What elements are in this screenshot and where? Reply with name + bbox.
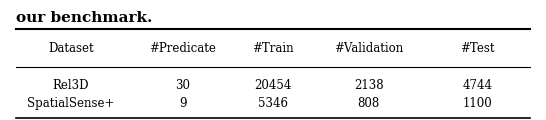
Text: Dataset: Dataset <box>48 42 94 54</box>
Text: #Test: #Test <box>460 42 495 54</box>
Text: SpatialSense+: SpatialSense+ <box>27 97 115 110</box>
Text: Rel3D: Rel3D <box>53 79 89 92</box>
Text: #Predicate: #Predicate <box>150 42 216 54</box>
Text: 9: 9 <box>179 97 187 110</box>
Text: 1100: 1100 <box>463 97 492 110</box>
Text: #Train: #Train <box>252 42 294 54</box>
Text: 2138: 2138 <box>354 79 383 92</box>
Text: 30: 30 <box>175 79 191 92</box>
Text: 5346: 5346 <box>258 97 288 110</box>
Text: 808: 808 <box>358 97 379 110</box>
Text: our benchmark.: our benchmark. <box>16 11 153 25</box>
Text: 20454: 20454 <box>254 79 292 92</box>
Text: 4744: 4744 <box>463 79 492 92</box>
Text: #Validation: #Validation <box>334 42 403 54</box>
